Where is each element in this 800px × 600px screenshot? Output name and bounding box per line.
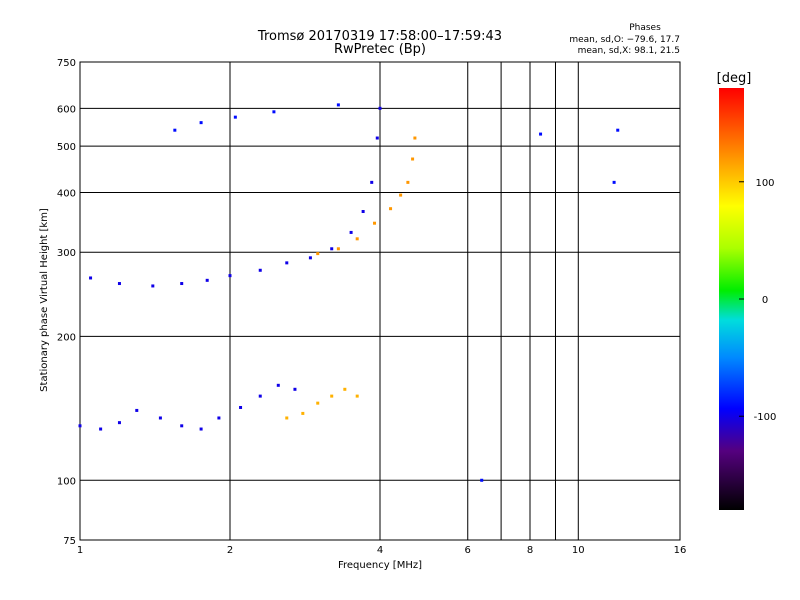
data-point bbox=[389, 207, 393, 211]
data-point bbox=[316, 252, 320, 256]
data-point bbox=[158, 416, 162, 420]
data-point bbox=[413, 136, 417, 140]
data-point bbox=[228, 274, 232, 278]
data-point bbox=[180, 424, 184, 428]
data-point bbox=[399, 193, 403, 197]
data-point bbox=[89, 276, 93, 280]
data-point bbox=[239, 405, 243, 409]
data-point bbox=[199, 121, 203, 125]
phases-line-x: mean, sd,X: 98.1, 21.5 bbox=[578, 46, 680, 56]
colorbar: [deg] 100 0 -100 bbox=[717, 71, 776, 510]
data-point bbox=[616, 128, 620, 132]
data-point bbox=[373, 221, 377, 225]
y-axis-label: Stationary phase Virtual Height [km] bbox=[39, 208, 50, 392]
x-ticks: 1 2 4 6 8 10 16 bbox=[77, 545, 687, 556]
data-point bbox=[539, 132, 543, 136]
data-point bbox=[343, 387, 347, 391]
data-point bbox=[308, 256, 312, 260]
data-point bbox=[78, 424, 82, 428]
data-point bbox=[411, 157, 415, 161]
x-tick-label: 2 bbox=[227, 545, 233, 556]
data-point bbox=[336, 103, 340, 107]
data-point bbox=[272, 110, 276, 114]
y-tick-label: 600 bbox=[57, 104, 76, 115]
data-point bbox=[285, 261, 289, 265]
data-point bbox=[233, 115, 237, 119]
y-ticks: 75 100 200 300 400 500 600 750 bbox=[57, 58, 76, 547]
data-point bbox=[361, 210, 365, 214]
x-tick-label: 1 bbox=[77, 545, 83, 556]
y-tick-label: 400 bbox=[57, 188, 76, 199]
grid bbox=[80, 62, 680, 540]
data-point bbox=[370, 180, 374, 184]
phases-line-o: mean, sd,O: −79.6, 17.7 bbox=[569, 35, 680, 45]
data-point bbox=[375, 136, 379, 140]
data-point bbox=[355, 394, 359, 398]
x-tick-label: 6 bbox=[465, 545, 471, 556]
data-point bbox=[173, 128, 177, 132]
x-tick-label: 16 bbox=[674, 545, 687, 556]
chart-title: Tromsø 20170319 17:58:00–17:59:43 bbox=[257, 29, 502, 44]
data-point bbox=[99, 427, 103, 431]
data-point bbox=[612, 180, 616, 184]
x-tick-label: 4 bbox=[377, 545, 383, 556]
data-point bbox=[117, 282, 121, 286]
data-point bbox=[293, 387, 297, 391]
y-tick-label: 100 bbox=[57, 476, 76, 487]
data-point bbox=[276, 383, 280, 387]
data-point bbox=[205, 278, 209, 282]
colorbar-tick-label: 100 bbox=[755, 178, 774, 189]
data-points bbox=[78, 103, 620, 482]
y-tick-label: 750 bbox=[57, 58, 76, 69]
y-tick-label: 300 bbox=[57, 248, 76, 259]
colorbar-tick-label: -100 bbox=[754, 412, 777, 423]
data-point bbox=[258, 394, 262, 398]
data-point bbox=[135, 408, 139, 412]
data-point bbox=[480, 478, 484, 482]
data-point bbox=[336, 247, 340, 251]
data-point bbox=[180, 282, 184, 286]
chart-subtitle: RwPretec (Bp) bbox=[334, 42, 426, 57]
data-point bbox=[406, 180, 410, 184]
x-axis-label: Frequency [MHz] bbox=[338, 560, 422, 571]
colorbar-label: [deg] bbox=[717, 71, 752, 86]
colorbar-ticks: 100 0 -100 bbox=[739, 178, 776, 423]
phases-title: Phases bbox=[629, 23, 661, 33]
y-tick-label: 500 bbox=[57, 142, 76, 153]
data-point bbox=[301, 411, 305, 415]
data-point bbox=[349, 230, 353, 234]
data-point bbox=[316, 401, 320, 405]
data-point bbox=[330, 394, 334, 398]
data-point bbox=[151, 284, 155, 288]
x-tick-label: 10 bbox=[572, 545, 585, 556]
phases-legend: Phases mean, sd,O: −79.6, 17.7 mean, sd,… bbox=[569, 23, 680, 56]
data-point bbox=[378, 106, 382, 110]
data-point bbox=[199, 427, 203, 431]
colorbar-tick-label: 0 bbox=[762, 295, 768, 306]
data-point bbox=[330, 247, 334, 251]
data-point bbox=[117, 421, 121, 425]
data-point bbox=[355, 237, 359, 241]
y-tick-label: 75 bbox=[63, 536, 76, 547]
data-point bbox=[217, 416, 221, 420]
data-point bbox=[258, 268, 262, 272]
x-tick-label: 8 bbox=[527, 545, 533, 556]
data-point bbox=[285, 416, 289, 420]
y-tick-label: 200 bbox=[57, 332, 76, 343]
